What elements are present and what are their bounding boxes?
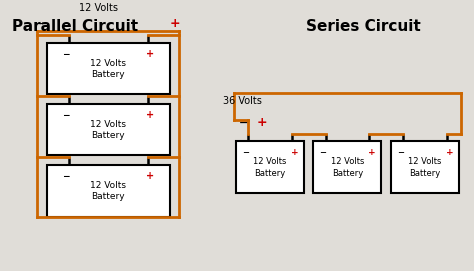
Text: 12 Volts: 12 Volts [90, 59, 126, 68]
Text: 12 Volts: 12 Volts [253, 157, 287, 166]
Text: −: − [239, 118, 248, 128]
Bar [313, 141, 382, 193]
Text: +: + [291, 148, 298, 157]
Text: +: + [257, 116, 268, 129]
Bar [47, 43, 170, 94]
Text: +: + [169, 17, 180, 30]
Text: +: + [146, 110, 155, 120]
Text: −: − [63, 50, 70, 59]
Text: 12 Volts: 12 Volts [90, 120, 126, 129]
Bar [391, 141, 459, 193]
Text: Series Circuit: Series Circuit [306, 19, 421, 34]
Bar [47, 104, 170, 156]
Text: 36 Volts: 36 Volts [223, 96, 263, 106]
Bar [47, 165, 170, 217]
Text: +: + [368, 148, 376, 157]
Text: −: − [37, 19, 47, 29]
Text: 12 Volts: 12 Volts [331, 157, 364, 166]
Bar [236, 141, 304, 193]
Text: Parallel Circuit: Parallel Circuit [12, 19, 138, 34]
Text: Battery: Battery [91, 192, 125, 201]
Text: 12 Volts: 12 Volts [79, 3, 118, 13]
Text: −: − [63, 111, 70, 120]
Text: Battery: Battery [332, 169, 363, 178]
Text: Battery: Battery [91, 70, 125, 79]
Text: +: + [146, 49, 155, 59]
Text: Battery: Battery [409, 169, 440, 178]
Text: 12 Volts: 12 Volts [408, 157, 442, 166]
Text: Battery: Battery [91, 131, 125, 140]
Text: Battery: Battery [254, 169, 285, 178]
Text: 12 Volts: 12 Volts [90, 181, 126, 190]
Text: +: + [146, 171, 155, 181]
Text: −: − [63, 172, 70, 181]
Text: −: − [319, 148, 326, 157]
Text: +: + [446, 148, 453, 157]
Text: −: − [397, 148, 404, 157]
Text: −: − [242, 148, 249, 157]
